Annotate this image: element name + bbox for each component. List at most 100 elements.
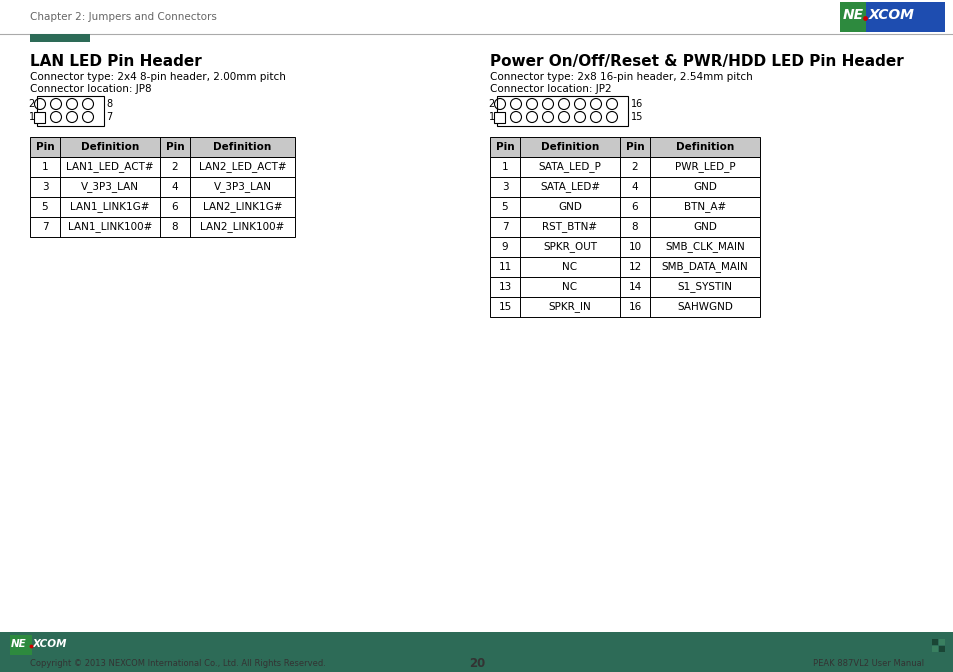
Text: 6: 6	[631, 202, 638, 212]
Text: 16: 16	[628, 302, 641, 312]
Text: Connector location: JP8: Connector location: JP8	[30, 84, 152, 94]
Text: 7: 7	[501, 222, 508, 232]
Bar	[490, 257, 760, 277]
Bar	[34, 112, 46, 122]
Text: V_3P3_LAN: V_3P3_LAN	[213, 181, 272, 192]
Text: 13: 13	[497, 282, 511, 292]
Text: S1_SYSTIN: S1_SYSTIN	[677, 282, 732, 292]
Bar	[0, 632, 953, 672]
Text: SMB_CLK_MAIN: SMB_CLK_MAIN	[664, 241, 744, 253]
Text: 2: 2	[631, 162, 638, 172]
Text: 2: 2	[29, 99, 35, 109]
Text: Connector type: 2x4 8-pin header, 2.00mm pitch: Connector type: 2x4 8-pin header, 2.00mm…	[30, 72, 286, 82]
Text: LAN2_LINK100#: LAN2_LINK100#	[200, 222, 284, 233]
Text: LAN2_LED_ACT#: LAN2_LED_ACT#	[198, 161, 286, 173]
Text: 15: 15	[497, 302, 511, 312]
Bar	[490, 157, 760, 177]
Text: SAHWGND: SAHWGND	[677, 302, 732, 312]
Bar	[490, 197, 760, 217]
Text: Connector type: 2x8 16-pin header, 2.54mm pitch: Connector type: 2x8 16-pin header, 2.54m…	[490, 72, 752, 82]
Text: Definition: Definition	[675, 142, 734, 152]
Text: 7: 7	[42, 222, 49, 232]
Text: RST_BTN#: RST_BTN#	[542, 222, 597, 233]
Text: NC: NC	[562, 282, 577, 292]
Text: LAN1_LINK1G#: LAN1_LINK1G#	[71, 202, 150, 212]
Text: BTN_A#: BTN_A#	[683, 202, 725, 212]
Text: Pin: Pin	[496, 142, 514, 152]
Text: 7: 7	[107, 112, 112, 122]
Bar	[37, 95, 105, 126]
Bar	[840, 2, 944, 32]
Text: SATA_LED_P: SATA_LED_P	[538, 161, 600, 173]
Text: 1: 1	[501, 162, 508, 172]
Text: Definition: Definition	[540, 142, 598, 152]
Text: 1: 1	[488, 112, 495, 122]
Text: 12: 12	[628, 262, 641, 272]
Bar	[840, 2, 865, 32]
Text: 3: 3	[501, 182, 508, 192]
Bar	[497, 95, 628, 126]
Text: Pin: Pin	[166, 142, 184, 152]
Text: Pin: Pin	[625, 142, 643, 152]
Text: GND: GND	[558, 202, 581, 212]
Text: NE: NE	[11, 639, 27, 648]
Text: 1: 1	[29, 112, 35, 122]
Text: NC: NC	[562, 262, 577, 272]
Bar	[931, 639, 937, 645]
Text: Connector location: JP2: Connector location: JP2	[490, 84, 611, 94]
Text: 16: 16	[630, 99, 642, 109]
Text: 2: 2	[488, 99, 495, 109]
Text: 20: 20	[468, 657, 485, 670]
Text: 4: 4	[631, 182, 638, 192]
Bar	[30, 157, 294, 177]
Text: SMB_DATA_MAIN: SMB_DATA_MAIN	[661, 261, 747, 272]
Text: 4: 4	[172, 182, 178, 192]
Text: NE: NE	[842, 8, 863, 22]
Bar	[490, 237, 760, 257]
Bar	[931, 646, 937, 652]
Bar	[938, 646, 944, 652]
Text: 8: 8	[107, 99, 112, 109]
Text: Definition: Definition	[213, 142, 272, 152]
Text: LAN1_LED_ACT#: LAN1_LED_ACT#	[66, 161, 153, 173]
Text: 8: 8	[631, 222, 638, 232]
Bar	[938, 639, 944, 645]
Text: XCOM: XCOM	[33, 639, 68, 648]
Text: XCOM: XCOM	[868, 8, 914, 22]
Text: 5: 5	[501, 202, 508, 212]
Bar	[490, 297, 760, 317]
Text: 6: 6	[172, 202, 178, 212]
Text: PWR_LED_P: PWR_LED_P	[674, 161, 735, 173]
Bar	[490, 277, 760, 297]
Text: Definition: Definition	[81, 142, 139, 152]
Text: 15: 15	[630, 112, 642, 122]
Text: SATA_LED#: SATA_LED#	[539, 181, 599, 192]
Text: SPKR_IN: SPKR_IN	[548, 302, 591, 312]
Text: 9: 9	[501, 242, 508, 252]
Bar	[490, 177, 760, 197]
Text: GND: GND	[692, 222, 717, 232]
Text: 3: 3	[42, 182, 49, 192]
Text: Power On/Off/Reset & PWR/HDD LED Pin Header: Power On/Off/Reset & PWR/HDD LED Pin Hea…	[490, 54, 902, 69]
Text: 8: 8	[172, 222, 178, 232]
Bar	[490, 217, 760, 237]
Bar	[490, 137, 760, 157]
Text: 2: 2	[172, 162, 178, 172]
Bar	[10, 635, 32, 655]
Bar	[30, 34, 90, 42]
Text: Copyright © 2013 NEXCOM International Co., Ltd. All Rights Reserved.: Copyright © 2013 NEXCOM International Co…	[30, 659, 326, 668]
Text: V_3P3_LAN: V_3P3_LAN	[81, 181, 139, 192]
Bar	[30, 177, 294, 197]
Bar	[494, 112, 505, 122]
Text: 5: 5	[42, 202, 49, 212]
Text: 10: 10	[628, 242, 640, 252]
Text: 1: 1	[42, 162, 49, 172]
Text: LAN LED Pin Header: LAN LED Pin Header	[30, 54, 201, 69]
Text: 14: 14	[628, 282, 641, 292]
Bar	[30, 217, 294, 237]
Text: PEAK 887VL2 User Manual: PEAK 887VL2 User Manual	[812, 659, 923, 668]
Text: 11: 11	[497, 262, 511, 272]
Text: LAN2_LINK1G#: LAN2_LINK1G#	[203, 202, 282, 212]
Bar	[30, 197, 294, 217]
Text: SPKR_OUT: SPKR_OUT	[542, 241, 597, 253]
